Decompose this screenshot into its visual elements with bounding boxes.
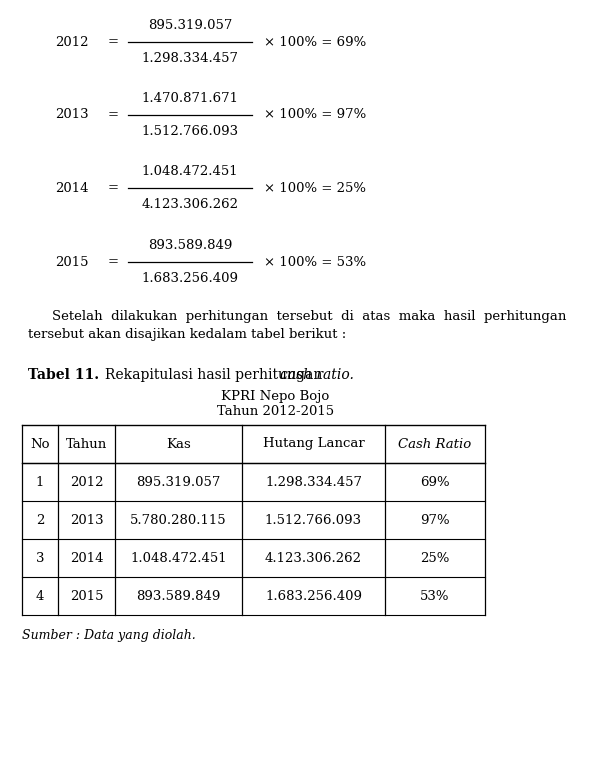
Text: 1.048.472.451: 1.048.472.451 [142,165,238,178]
Text: Sumber : Data yang diolah.: Sumber : Data yang diolah. [22,629,196,642]
Text: 1.512.766.093: 1.512.766.093 [142,125,238,138]
Text: 2014: 2014 [70,552,103,565]
Text: 1: 1 [36,475,44,488]
Text: Tabel 11.: Tabel 11. [28,368,99,382]
Text: cash ratio.: cash ratio. [280,368,354,382]
Text: 1.683.256.409: 1.683.256.409 [265,590,362,603]
Text: =: = [108,256,119,269]
Text: No: No [30,438,50,450]
Text: =: = [108,108,119,122]
Text: 1.298.334.457: 1.298.334.457 [142,52,238,65]
Text: 1.298.334.457: 1.298.334.457 [265,475,362,488]
Text: Tahun 2012-2015: Tahun 2012-2015 [217,405,334,418]
Text: 2015: 2015 [55,256,88,269]
Text: =: = [108,182,119,195]
Text: Tahun: Tahun [66,438,107,450]
Text: × 100% = 25%: × 100% = 25% [264,182,366,195]
Text: =: = [108,36,119,48]
Text: 69%: 69% [420,475,450,488]
Text: 53%: 53% [420,590,450,603]
Text: KPRI Nepo Bojo: KPRI Nepo Bojo [221,390,330,403]
Text: 1.470.871.671: 1.470.871.671 [142,92,238,105]
Text: 893.589.849: 893.589.849 [148,239,232,252]
Text: × 100% = 97%: × 100% = 97% [264,108,366,122]
Text: Kas: Kas [166,438,191,450]
Text: × 100% = 69%: × 100% = 69% [264,36,366,48]
Text: 25%: 25% [420,552,450,565]
Text: 5.780.280.115: 5.780.280.115 [130,513,227,527]
Text: tersebut akan disajikan kedalam tabel berikut :: tersebut akan disajikan kedalam tabel be… [28,328,346,341]
Text: 4.123.306.262: 4.123.306.262 [142,198,238,211]
Text: 4.123.306.262: 4.123.306.262 [265,552,362,565]
Text: 1.683.256.409: 1.683.256.409 [142,272,238,285]
Text: 2013: 2013 [55,108,88,122]
Text: 2014: 2014 [55,182,88,195]
Text: 1.512.766.093: 1.512.766.093 [265,513,362,527]
Text: 4: 4 [36,590,44,603]
Text: 3: 3 [36,552,44,565]
Text: 2012: 2012 [55,36,88,48]
Text: 893.589.849: 893.589.849 [136,590,221,603]
Text: Cash Ratio: Cash Ratio [398,438,472,450]
Text: Rekapitulasi hasil perhitungan: Rekapitulasi hasil perhitungan [105,368,327,382]
Text: 2012: 2012 [70,475,103,488]
Text: 895.319.057: 895.319.057 [148,19,232,32]
Text: 97%: 97% [420,513,450,527]
Text: 1.048.472.451: 1.048.472.451 [130,552,227,565]
Text: 2015: 2015 [70,590,103,603]
Text: Setelah  dilakukan  perhitungan  tersebut  di  atas  maka  hasil  perhitungan: Setelah dilakukan perhitungan tersebut d… [52,310,566,323]
Text: 2013: 2013 [70,513,103,527]
Text: 895.319.057: 895.319.057 [136,475,221,488]
Text: Hutang Lancar: Hutang Lancar [263,438,364,450]
Text: 2: 2 [36,513,44,527]
Text: × 100% = 53%: × 100% = 53% [264,256,366,269]
